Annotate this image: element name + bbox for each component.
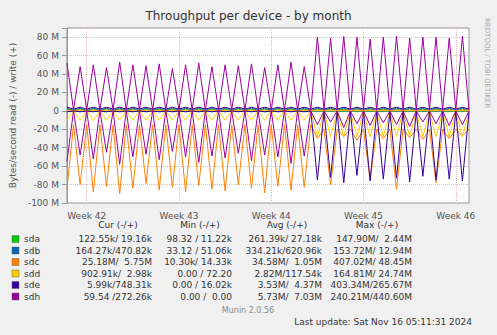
svg-text:Week 42: Week 42 xyxy=(67,211,106,221)
svg-text:3.53M/ 4.37M: 3.53M/ 4.37M xyxy=(258,280,322,290)
svg-text:98.32 / 11.22k: 98.32 / 11.22k xyxy=(167,234,233,244)
svg-text:2.82M/117.54k: 2.82M/117.54k xyxy=(254,269,322,279)
svg-text:25.18M/ 5.75M: 25.18M/ 5.75M xyxy=(82,257,152,267)
svg-text:153.72M/ 12.94M: 153.72M/ 12.94M xyxy=(333,246,412,256)
svg-text:5.73M/ 7.03M: 5.73M/ 7.03M xyxy=(258,292,322,302)
svg-text:0.00 / 0.00: 0.00 / 0.00 xyxy=(180,292,232,302)
svg-text:sdb: sdb xyxy=(24,246,40,256)
svg-text:-60 M: -60 M xyxy=(34,161,59,171)
svg-text:Throughput per device - by mon: Throughput per device - by month xyxy=(144,9,351,23)
svg-text:902.91k/ 2.98k: 902.91k/ 2.98k xyxy=(81,269,152,279)
svg-text:-80 M: -80 M xyxy=(34,180,59,190)
svg-text:sde: sde xyxy=(24,280,40,290)
svg-text:Min (-/+): Min (-/+) xyxy=(180,220,220,230)
svg-text:33.12 / 51.06k: 33.12 / 51.06k xyxy=(167,246,233,256)
svg-text:40 M: 40 M xyxy=(37,69,59,79)
svg-text:0.00 / 72.20: 0.00 / 72.20 xyxy=(177,269,232,279)
svg-text:-100 M: -100 M xyxy=(28,198,59,208)
svg-text:403.34M/265.67M: 403.34M/265.67M xyxy=(330,280,412,290)
svg-text:sdh: sdh xyxy=(24,292,40,302)
svg-text:Week 45: Week 45 xyxy=(344,211,383,221)
svg-text:122.55k/ 19.16k: 122.55k/ 19.16k xyxy=(78,234,152,244)
svg-text:60 M: 60 M xyxy=(37,51,59,61)
svg-text:147.90M/ 2.44M: 147.90M/ 2.44M xyxy=(336,234,412,244)
svg-text:5.99k/748.31k: 5.99k/748.31k xyxy=(87,280,153,290)
svg-text:240.21M/440.60M: 240.21M/440.60M xyxy=(330,292,412,302)
svg-text:RRDTOOL / TOBI OETIKER: RRDTOOL / TOBI OETIKER xyxy=(483,18,491,108)
svg-text:Last update: Sat Nov 16 05:11:: Last update: Sat Nov 16 05:11:31 2024 xyxy=(294,317,472,327)
svg-text:Cur (-/+): Cur (-/+) xyxy=(98,220,137,230)
svg-text:-20 M: -20 M xyxy=(34,124,59,134)
svg-text:164.27k/470.82k: 164.27k/470.82k xyxy=(76,246,153,256)
svg-text:59.54 /272.26k: 59.54 /272.26k xyxy=(84,292,153,302)
svg-text:0: 0 xyxy=(53,106,59,116)
svg-text:334.21k/620.96k: 334.21k/620.96k xyxy=(246,246,323,256)
svg-text:Avg (-/+): Avg (-/+) xyxy=(267,220,307,230)
svg-text:Week 46: Week 46 xyxy=(436,211,475,221)
svg-text:34.58M/ 1.05M: 34.58M/ 1.05M xyxy=(252,257,322,267)
svg-text:Bytes/second read (-) / write: Bytes/second read (-) / write (+) xyxy=(8,43,18,188)
svg-text:80 M: 80 M xyxy=(37,32,59,42)
svg-text:164.81M/ 24.74M: 164.81M/ 24.74M xyxy=(333,269,412,279)
svg-text:Week 43: Week 43 xyxy=(160,211,199,221)
svg-text:-40 M: -40 M xyxy=(34,143,59,153)
svg-text:10.30k/ 14.33k: 10.30k/ 14.33k xyxy=(164,257,233,267)
svg-text:sda: sda xyxy=(24,234,40,244)
svg-text:Munin 2.0.56: Munin 2.0.56 xyxy=(222,306,274,315)
svg-text:407.02M/ 48.45M: 407.02M/ 48.45M xyxy=(333,257,412,267)
svg-text:261.39k/ 27.18k: 261.39k/ 27.18k xyxy=(248,234,322,244)
svg-text:sdc: sdc xyxy=(24,257,39,267)
svg-text:20 M: 20 M xyxy=(37,87,59,97)
svg-text:Max (-/+): Max (-/+) xyxy=(356,220,398,230)
svg-text:0.00 / 16.02k: 0.00 / 16.02k xyxy=(172,280,233,290)
svg-text:Week 44: Week 44 xyxy=(252,211,291,221)
svg-text:sdd: sdd xyxy=(24,269,40,279)
